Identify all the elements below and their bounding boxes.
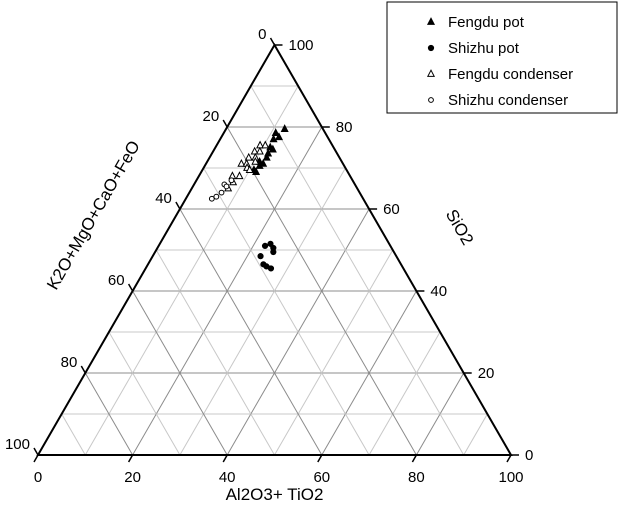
axis-title-right: SiO2 xyxy=(442,206,477,248)
data-point-shizhu-pot xyxy=(270,248,277,256)
data-point-fengdu-condenser xyxy=(235,171,244,180)
legend-marker-shizhu-pot xyxy=(427,44,435,52)
tick-bottom xyxy=(411,454,418,463)
tick-left xyxy=(80,365,86,374)
tick-label-bottom: 20 xyxy=(124,469,141,486)
data-point-shizhu-pot xyxy=(257,253,264,260)
tick-label-right: 60 xyxy=(383,201,400,218)
tick-left xyxy=(33,447,39,456)
tick-label-left: 0 xyxy=(258,26,266,43)
tick-label-bottom: 80 xyxy=(408,469,425,486)
data-point-fengdu-condenser xyxy=(251,156,260,165)
grid-line-oxides xyxy=(108,331,181,456)
data-point-fengdu-condenser xyxy=(255,146,264,155)
legend-marker-fengdu-condenser xyxy=(426,69,436,77)
grid-line-al2o3 xyxy=(368,331,441,456)
tick-label-right: 80 xyxy=(336,119,353,136)
data-point-fengdu-pot xyxy=(271,128,280,137)
grid-line-oxides xyxy=(132,290,228,456)
tick-left xyxy=(269,37,276,46)
axis-ticks xyxy=(33,37,519,463)
data-point-shizhu-condenser xyxy=(208,195,215,202)
data-point-fengdu-pot xyxy=(262,152,271,161)
data-point-shizhu-condenser xyxy=(228,177,235,184)
data-points xyxy=(208,124,289,272)
tick-label-bottom: 40 xyxy=(219,469,236,486)
data-point-fengdu-condenser xyxy=(244,152,253,161)
axis-title-bottom: Al2O3+ TiO2 xyxy=(226,485,324,504)
legend-label-fengdu-pot: Fengdu pot xyxy=(448,14,525,31)
grid-line-oxides xyxy=(226,126,417,456)
data-point-fengdu-condenser xyxy=(245,165,254,173)
grid-line-oxides xyxy=(203,167,370,456)
grid-line-oxides xyxy=(155,249,275,456)
tick-label-left: 100 xyxy=(5,436,30,453)
data-point-fengdu-condenser xyxy=(250,146,259,155)
data-point-shizhu-condenser xyxy=(213,193,220,200)
legend-label-shizhu-condenser: Shizhu condenser xyxy=(448,92,568,109)
legend-label-fengdu-condenser: Fengdu condenser xyxy=(448,66,573,83)
tick-label-right: 0 xyxy=(525,447,533,464)
legend-marker-fengdu-pot xyxy=(426,17,436,25)
grid-line-oxides xyxy=(61,413,86,456)
tick-bottom xyxy=(506,454,512,463)
data-point-fengdu-condenser xyxy=(261,140,270,149)
tick-label-bottom: 100 xyxy=(498,469,523,486)
grid-line-al2o3 xyxy=(274,249,394,456)
tick-label-left: 80 xyxy=(61,354,78,371)
legend: Fengdu pot Shizhu pot Fengdu condenser Shiz… xyxy=(386,1,618,114)
data-point-fengdu-pot xyxy=(280,124,289,132)
data-point-fengdu-pot xyxy=(274,132,284,141)
grid-line-oxides xyxy=(84,372,134,456)
legend-marker-shizhu-condenser xyxy=(428,97,434,103)
axis-titles: Al2O3+ TiO2 SiO2 K2O+MgO+CaO+FeO xyxy=(43,137,477,504)
axis-title-left: K2O+MgO+CaO+FeO xyxy=(43,137,144,293)
tick-label-bottom: 60 xyxy=(313,469,330,486)
tick-label-left: 40 xyxy=(155,190,172,207)
data-point-fengdu-condenser xyxy=(237,159,246,167)
grid-line-oxides xyxy=(179,208,323,456)
grid-line-al2o3 xyxy=(179,167,346,456)
triangle-outline xyxy=(36,42,513,456)
tick-label-left: 60 xyxy=(108,272,125,289)
grid-line-al2o3 xyxy=(463,413,488,456)
legend-label-shizhu-pot: Shizhu pot xyxy=(448,40,520,57)
tick-label-bottom: 0 xyxy=(34,469,42,486)
tick-bottom xyxy=(222,454,228,463)
data-point-shizhu-pot xyxy=(267,265,275,272)
tick-label-right: 100 xyxy=(289,37,314,54)
triangle-frame xyxy=(36,42,513,456)
tick-label-right: 40 xyxy=(430,283,447,300)
data-point-fengdu-pot xyxy=(268,144,277,153)
tick-left xyxy=(222,119,228,128)
data-point-shizhu-pot xyxy=(267,240,274,247)
legend-box xyxy=(386,1,618,114)
tick-label-left: 20 xyxy=(203,108,220,125)
tick-label-right: 20 xyxy=(478,365,495,382)
tick-bottom xyxy=(317,454,323,463)
tick-bottom xyxy=(33,454,39,463)
data-point-shizhu-condenser xyxy=(218,189,225,196)
data-point-fengdu-pot xyxy=(252,167,261,175)
data-point-fengdu-pot xyxy=(259,159,268,167)
grid-line-al2o3 xyxy=(84,85,299,456)
tick-bottom xyxy=(127,454,134,463)
data-point-shizhu-condenser xyxy=(223,183,230,190)
grid-line-oxides xyxy=(250,85,465,456)
tick-left xyxy=(127,283,134,292)
data-point-shizhu-pot xyxy=(261,242,269,249)
tick-left xyxy=(175,201,181,210)
